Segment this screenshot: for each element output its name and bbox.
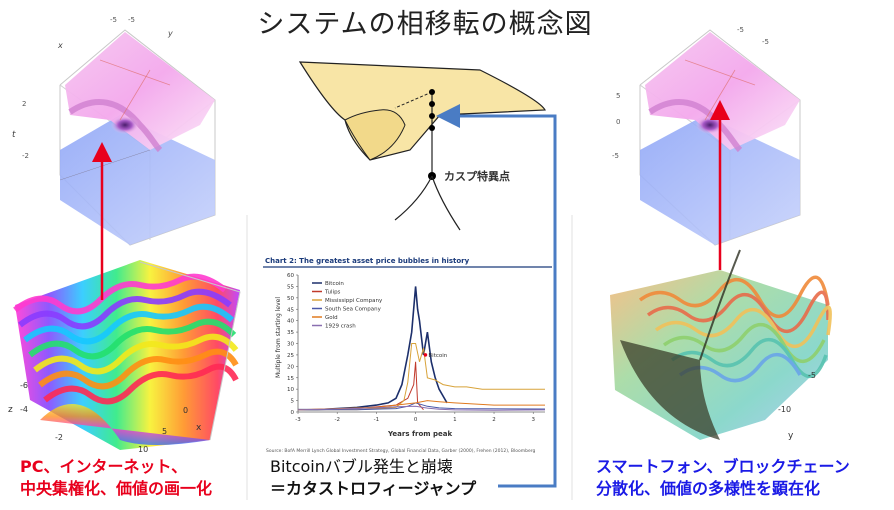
- left-cusp-surface: x y t -5 -5 2 -2: [12, 16, 216, 246]
- chart-series-line: [297, 400, 545, 411]
- right-caption: スマートフォン、ブロックチェーン 分散化、価値の多様性を顕在化: [596, 456, 850, 500]
- chart-series-line: [298, 286, 448, 411]
- chart-annotation-label: Bitcoin: [428, 353, 447, 359]
- left-top-xtick: -5: [110, 16, 117, 24]
- right-wave-tick-y-1: -5: [808, 371, 816, 380]
- chart-xtick-label: 0: [414, 417, 418, 423]
- right-wave-tick-y-0: -10: [778, 405, 791, 414]
- right-top-ytick: -5: [762, 38, 769, 46]
- left-wave-tick-z-0: -6: [20, 381, 28, 390]
- left-top-y-label: y: [167, 29, 173, 38]
- left-caption: PC、インターネット、 中央集権化、価値の画一化: [20, 456, 212, 500]
- chart-ytick-label: 35: [287, 330, 294, 336]
- chart-ytick-label: 15: [287, 376, 294, 382]
- chart-xtick-label: -3: [295, 417, 301, 423]
- left-top-tick-top: 2: [22, 100, 26, 108]
- left-top-ytick: -5: [128, 16, 135, 24]
- right-cusp-surface: -5 -5 5 0 -5: [612, 26, 801, 246]
- left-wave-x-label: x: [196, 423, 202, 433]
- chart-ytick-label: 20: [287, 364, 294, 370]
- chart-ylabel: Multiple from starting level: [275, 297, 282, 378]
- chart-annotation-dot: [423, 353, 428, 357]
- cusp-label: カスプ特異点: [444, 169, 510, 183]
- right-wave-surface: -10 -5 y: [610, 249, 832, 441]
- chart-legend-label: Tulips: [324, 290, 341, 296]
- right-top-xtick: -5: [737, 26, 744, 34]
- left-caption-line2: 中央集権化、価値の画一化: [20, 479, 213, 498]
- center-caption-line2: ＝カタストロフィージャンプ: [270, 479, 477, 498]
- page-title: システムの相移転の概念図: [257, 9, 593, 40]
- chart-title: Chart 2: The greatest asset price bubble…: [265, 257, 470, 265]
- bubble-chart: Chart 2: The greatest asset price bubble…: [263, 257, 552, 454]
- chart-legend-label: 1929 crash: [325, 324, 356, 330]
- chart-ytick-label: 45: [287, 307, 294, 313]
- right-caption-line2: 分散化、価値の多様性を顕在化: [596, 479, 821, 498]
- chart-series-line: [297, 405, 546, 411]
- chart-legend-label: Gold: [325, 315, 338, 321]
- chart-ytick-label: 40: [287, 319, 294, 325]
- chart-xtick-label: 3: [531, 417, 535, 423]
- chart-ytick-label: 5: [291, 399, 295, 405]
- right-wave-y-label: y: [788, 431, 794, 441]
- chart-ytick-label: 60: [287, 273, 294, 279]
- left-wave-tick-x-0: 0: [183, 406, 188, 415]
- right-caption-line1: スマートフォン、ブロックチェーン: [596, 457, 850, 476]
- left-wave-tick-z-1: -4: [20, 405, 28, 414]
- left-wave-tick-x-1: 5: [162, 427, 167, 436]
- center-caption: Bitcoinバブル発生と崩壊 ＝カタストロフィージャンプ: [270, 456, 476, 500]
- chart-series-line: [298, 343, 545, 411]
- chart-xlabel: Years from peak: [387, 430, 452, 438]
- right-top-tick-5: 5: [616, 92, 620, 100]
- chart-ytick-label: 50: [287, 296, 294, 302]
- left-wave-tick-z-2: -2: [55, 433, 63, 442]
- chart-plot-area: 0 5 10 15 20 25 30 35 40 45 50 55 60 -3 -2 -1 0 1 2 3 Bitcoi…: [287, 273, 546, 423]
- chart-legend-label: South Sea Company: [325, 307, 382, 313]
- chart-ytick-label: 10: [287, 387, 294, 393]
- left-top-t-label: t: [12, 130, 16, 140]
- chart-ytick-label: 0: [291, 410, 295, 416]
- chart-ytick-label: 30: [287, 342, 294, 348]
- chart-xtick-label: 1: [453, 417, 457, 423]
- cusp-catastrophe-sketch: カスプ特異点: [298, 61, 546, 231]
- center-caption-line1: Bitcoinバブル発生と崩壊: [270, 457, 453, 476]
- left-top-tick-bottom: -2: [22, 152, 29, 160]
- chart-source: Source: BofA Merrill Lynch Global Invest…: [266, 448, 535, 454]
- chart-legend-label: Mississippi Company: [325, 298, 383, 304]
- chart-xtick-label: 2: [492, 417, 496, 423]
- right-top-tick-0: 0: [616, 118, 620, 126]
- chart-xtick-label: -1: [374, 417, 379, 423]
- left-wave-z-label: z: [8, 405, 13, 415]
- right-top-tick-m5: -5: [612, 152, 619, 160]
- left-wave-tick-x-2: 10: [138, 445, 148, 454]
- left-top-x-label: x: [57, 41, 63, 50]
- chart-ytick-label: 25: [287, 353, 294, 359]
- left-wave-surface: -6 -4 -2 z 0 5 10 x: [8, 260, 241, 454]
- chart-ytick-label: 55: [287, 284, 294, 290]
- chart-xtick-label: -2: [334, 417, 339, 423]
- left-caption-line1: PC、インターネット、: [20, 457, 188, 476]
- blue-jump-arrow: [436, 104, 557, 488]
- chart-legend-label: Bitcoin: [325, 281, 344, 287]
